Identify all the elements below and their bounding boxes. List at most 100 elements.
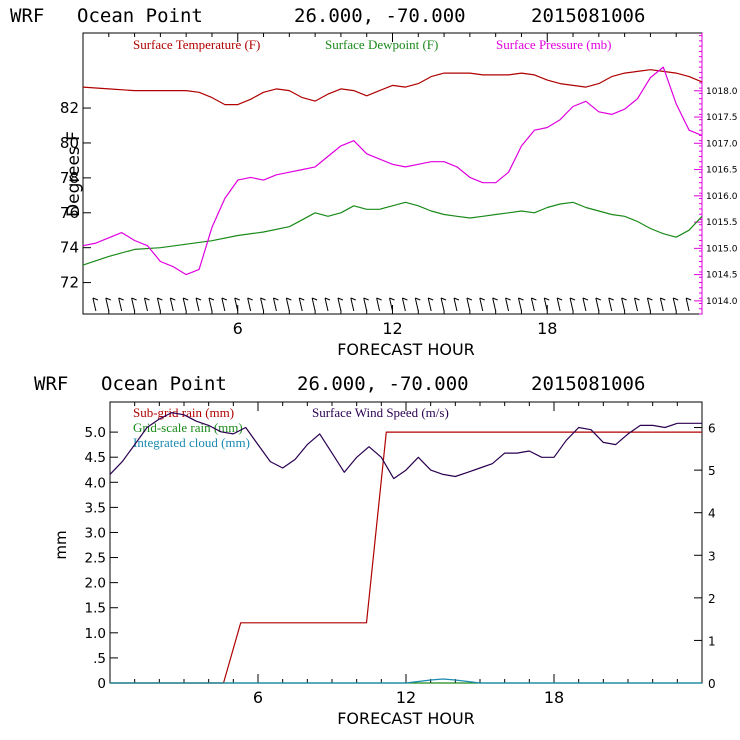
legend-grid-scale-rain: Grid-scale rain (mm) bbox=[133, 420, 243, 435]
y-tick-label: 2.0 bbox=[85, 576, 106, 592]
legend-integrated-cloud: Integrated cloud (mm) bbox=[133, 435, 250, 450]
wind-barb bbox=[234, 297, 240, 312]
wind-barb bbox=[260, 297, 266, 312]
wind-barb bbox=[595, 297, 602, 312]
wind-barb bbox=[582, 297, 589, 312]
wind-barb bbox=[285, 297, 292, 312]
y2-tick-label: 4 bbox=[708, 507, 716, 521]
wind-barb bbox=[324, 297, 331, 312]
y-tick-label: 4.0 bbox=[85, 475, 106, 491]
y-axis-label: mm bbox=[52, 530, 70, 559]
y-tick-label: 1.0 bbox=[85, 626, 106, 642]
y2-tick-label: 1 bbox=[708, 634, 716, 648]
y-tick-label: 2.5 bbox=[85, 551, 106, 567]
y2-tick-label: 1017.0 bbox=[706, 139, 738, 149]
wind-barb bbox=[414, 297, 421, 312]
series-surface-pressure-mb bbox=[82, 66, 703, 276]
y2-tick-label: 1018.0 bbox=[706, 87, 738, 97]
legend-surface-temperature: Surface Temperature (F) bbox=[133, 37, 260, 52]
wind-barb bbox=[634, 297, 640, 312]
axes-group: 6 12 18 72 74 76 78 80 82 1014.0 1014.5 1015.0 1015.… bbox=[60, 33, 738, 338]
wind-barb bbox=[453, 297, 460, 312]
series-surface-temperature-f bbox=[82, 69, 703, 106]
wind-barb bbox=[427, 297, 434, 312]
legend-sub-grid-rain: Sub-grid rain (mm) bbox=[133, 405, 234, 420]
y-tick-label: 3.5 bbox=[85, 500, 106, 516]
y2-tick-label: 3 bbox=[708, 549, 716, 563]
series-group bbox=[82, 66, 703, 276]
panel-title-init: 2015081006 bbox=[531, 373, 645, 395]
panel-title-model: WRF bbox=[10, 5, 44, 27]
wind-barb bbox=[298, 297, 305, 312]
wind-barb bbox=[646, 297, 653, 312]
wind-barb bbox=[221, 297, 228, 312]
panel-title-location: Ocean Point bbox=[77, 5, 203, 27]
legend-surface-pressure: Surface Pressure (mb) bbox=[496, 37, 612, 52]
legend-surface-dewpoint: Surface Dewpoint (F) bbox=[325, 37, 438, 52]
y-tick-label: 72 bbox=[60, 274, 79, 292]
wind-barb bbox=[169, 297, 176, 312]
x-tick-label: 18 bbox=[544, 688, 564, 707]
y-axis-label: Degrees F bbox=[64, 131, 84, 217]
wind-barb bbox=[659, 297, 666, 312]
wind-barb bbox=[363, 297, 369, 312]
wind-barb bbox=[569, 297, 576, 312]
y-tick-label: 5.0 bbox=[85, 425, 106, 441]
y-tick-label: 76 bbox=[60, 204, 79, 222]
wind-barb bbox=[208, 297, 215, 312]
series-surface-dewpoint-f bbox=[82, 201, 703, 266]
x-tick-label: 18 bbox=[537, 319, 557, 338]
panel-title-init: 2015081006 bbox=[531, 5, 645, 27]
wind-barb bbox=[337, 297, 344, 312]
y-tick-label: 4.5 bbox=[85, 450, 106, 466]
panel-title-coords: 26.000, -70.000 bbox=[297, 373, 469, 395]
wind-barb bbox=[247, 297, 253, 312]
wind-barb bbox=[389, 297, 395, 312]
axes-group: 6 12 180.51.01.52.02.53.03.54.04.55.001234… bbox=[85, 402, 716, 707]
wind-barb bbox=[440, 297, 447, 312]
wind-barb bbox=[505, 297, 511, 312]
wind-barb bbox=[479, 297, 485, 312]
legend-surface-wind-speed: Surface Wind Speed (m/s) bbox=[312, 405, 449, 420]
x-axis-label: FORECAST HOUR bbox=[337, 340, 475, 359]
y2-tick-label: 1015.0 bbox=[706, 244, 738, 254]
y2-tick-label: 5 bbox=[708, 464, 716, 478]
precipitation-panel: WRF Ocean Point 26.000, -70.000 20150810… bbox=[34, 373, 716, 728]
y2-tick-label: 1015.5 bbox=[706, 218, 738, 228]
y-tick-label: .5 bbox=[93, 651, 106, 667]
y-tick-label: 80 bbox=[60, 134, 79, 152]
wind-barb bbox=[401, 297, 408, 312]
x-tick-label: 12 bbox=[396, 688, 416, 707]
series-group bbox=[109, 412, 702, 684]
wind-barb bbox=[92, 297, 99, 312]
x-tick-label: 6 bbox=[233, 319, 243, 338]
wind-barb bbox=[543, 297, 550, 312]
y2-tick-label: 1017.5 bbox=[706, 113, 738, 123]
plot-frame bbox=[82, 32, 703, 315]
wind-barb bbox=[466, 297, 473, 312]
wind-barb bbox=[143, 297, 150, 312]
y2-tick-label: 0 bbox=[708, 677, 716, 691]
wind-barb bbox=[118, 297, 124, 312]
wind-barb bbox=[672, 297, 679, 312]
y2-tick-label: 1014.0 bbox=[706, 297, 738, 307]
wind-barb bbox=[685, 297, 692, 312]
y-tick-label: 74 bbox=[60, 239, 79, 257]
y-tick-label: 0 bbox=[97, 676, 106, 692]
y-tick-label: 78 bbox=[60, 169, 79, 187]
y2-tick-label: 1016.0 bbox=[706, 192, 738, 202]
y-tick-label: 1.5 bbox=[85, 601, 106, 617]
y-tick-label: 82 bbox=[60, 99, 79, 117]
y2-tick-label: 6 bbox=[708, 422, 716, 436]
wind-barb bbox=[517, 297, 524, 312]
wind-barb bbox=[105, 297, 111, 312]
wind-barb bbox=[530, 297, 537, 312]
wind-barb bbox=[131, 297, 137, 312]
panel-title-coords: 26.000, -70.000 bbox=[294, 5, 466, 27]
temperature-panel: WRF Ocean Point 26.000, -70.000 20150810… bbox=[10, 5, 738, 359]
wind-barb bbox=[156, 297, 163, 312]
series-surface-wind-speed-m-s bbox=[109, 412, 702, 480]
x-tick-label: 6 bbox=[253, 688, 263, 707]
